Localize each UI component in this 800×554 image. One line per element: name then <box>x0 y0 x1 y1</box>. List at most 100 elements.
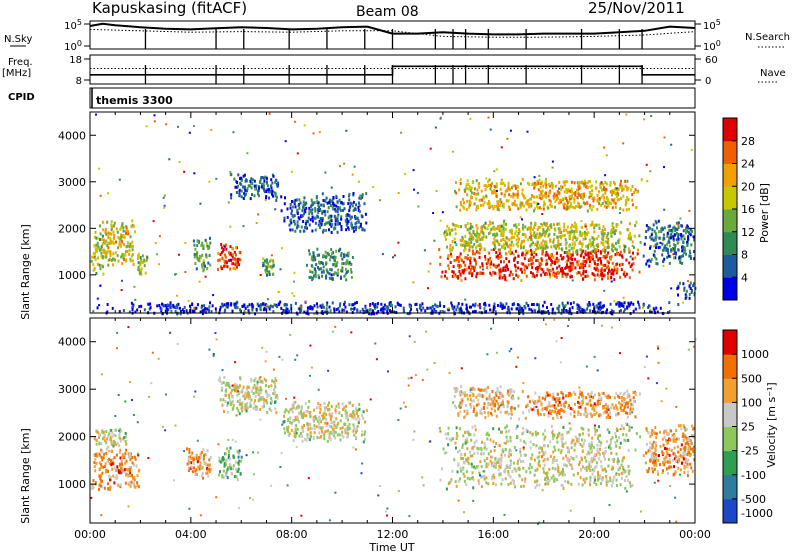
sparse-echo <box>92 310 95 313</box>
echo-cell <box>356 429 358 433</box>
echo-cell <box>500 239 503 243</box>
scatter-region <box>192 236 212 273</box>
freq-left-tick-label: 18 <box>69 55 82 66</box>
echo-cell <box>620 268 623 272</box>
echo-cell <box>496 304 499 307</box>
echo-cell <box>119 227 122 231</box>
echo-cell <box>376 302 379 306</box>
echo-cell <box>358 407 361 411</box>
echo-cell <box>623 250 626 254</box>
echo-cell <box>111 462 114 466</box>
echo-cell <box>647 306 650 309</box>
echo-cell <box>516 185 519 189</box>
echo-cell <box>481 271 484 275</box>
echo-cell <box>317 223 320 227</box>
echo-cell <box>320 426 323 430</box>
echo-cell <box>237 257 240 261</box>
echo-cell <box>295 198 298 202</box>
echo-cell <box>115 443 118 447</box>
echo-cell <box>322 265 325 269</box>
echo-cell <box>343 303 346 306</box>
echo-cell <box>345 253 348 257</box>
echo-cell <box>542 207 545 211</box>
echo-cell <box>346 221 349 225</box>
sparse-echo <box>547 225 550 228</box>
echo-cell <box>352 303 355 307</box>
echo-cell <box>123 235 126 239</box>
echo-cell <box>481 227 484 231</box>
echo-cell <box>597 190 600 194</box>
sparse-echo <box>441 211 444 214</box>
echo-cell <box>569 265 572 269</box>
echo-cell <box>352 410 355 413</box>
echo-cell <box>136 452 139 456</box>
echo-cell <box>470 476 473 480</box>
echo-cell <box>193 457 195 461</box>
echo-cell <box>508 250 511 254</box>
echo-cell <box>579 306 582 310</box>
echo-cell <box>260 176 263 179</box>
sparse-echo <box>670 287 673 290</box>
sparse-echo <box>229 171 232 174</box>
echo-cell <box>472 303 475 307</box>
echo-cell <box>225 305 228 309</box>
echo-cell <box>581 458 583 462</box>
echo-cell <box>589 238 592 242</box>
echo-cell <box>473 258 476 262</box>
echo-cell <box>529 244 532 248</box>
echo-cell <box>97 245 100 249</box>
echo-cell <box>292 419 295 423</box>
echo-cell <box>103 465 106 469</box>
echo-cell <box>659 245 662 249</box>
echo-cell <box>551 466 554 470</box>
echo-cell <box>352 415 355 419</box>
echo-cell <box>529 232 532 236</box>
echo-cell <box>270 384 273 388</box>
echo-cell <box>459 182 462 185</box>
echo-cell <box>227 456 230 460</box>
echo-cell <box>224 264 227 268</box>
echo-cell <box>193 310 196 314</box>
echo-cell <box>688 296 691 300</box>
echo-cell <box>107 249 110 253</box>
echo-cell <box>255 386 258 390</box>
sparse-echo <box>351 173 354 176</box>
echo-cell <box>508 230 511 234</box>
echo-cell <box>629 265 632 269</box>
echo-cell <box>280 306 283 310</box>
echo-cell <box>622 244 625 248</box>
echo-cell <box>477 234 480 238</box>
echo-cell <box>517 254 520 258</box>
echo-cell <box>524 225 527 229</box>
echo-cell <box>355 225 358 229</box>
echo-cell <box>473 191 476 195</box>
echo-cell <box>593 223 596 227</box>
echo-cell <box>587 304 590 308</box>
echo-cell <box>474 302 477 306</box>
echo-cell <box>93 252 96 256</box>
echo-cell <box>95 439 98 442</box>
echo-cell <box>558 222 561 226</box>
echo-cell <box>206 463 209 467</box>
echo-cell <box>610 202 613 206</box>
echo-cell <box>561 484 564 487</box>
echo-cell <box>94 230 97 234</box>
echo-cell <box>319 403 322 407</box>
echo-cell <box>488 433 490 437</box>
sparse-echo <box>168 158 171 161</box>
echo-cell <box>590 208 593 212</box>
echo-cell <box>466 228 469 232</box>
echo-cell <box>485 194 488 198</box>
echo-cell <box>332 427 335 431</box>
echo-cell <box>538 196 541 199</box>
echo-cell <box>121 454 124 458</box>
echo-cell <box>328 401 330 405</box>
echo-cell <box>595 223 598 227</box>
echo-cell <box>326 210 329 214</box>
sparse-echo <box>435 190 438 193</box>
echo-cell <box>235 387 238 391</box>
echo-cell <box>558 304 561 308</box>
echo-cell <box>534 468 537 472</box>
echo-cell <box>652 223 655 227</box>
echo-cell <box>341 430 344 434</box>
